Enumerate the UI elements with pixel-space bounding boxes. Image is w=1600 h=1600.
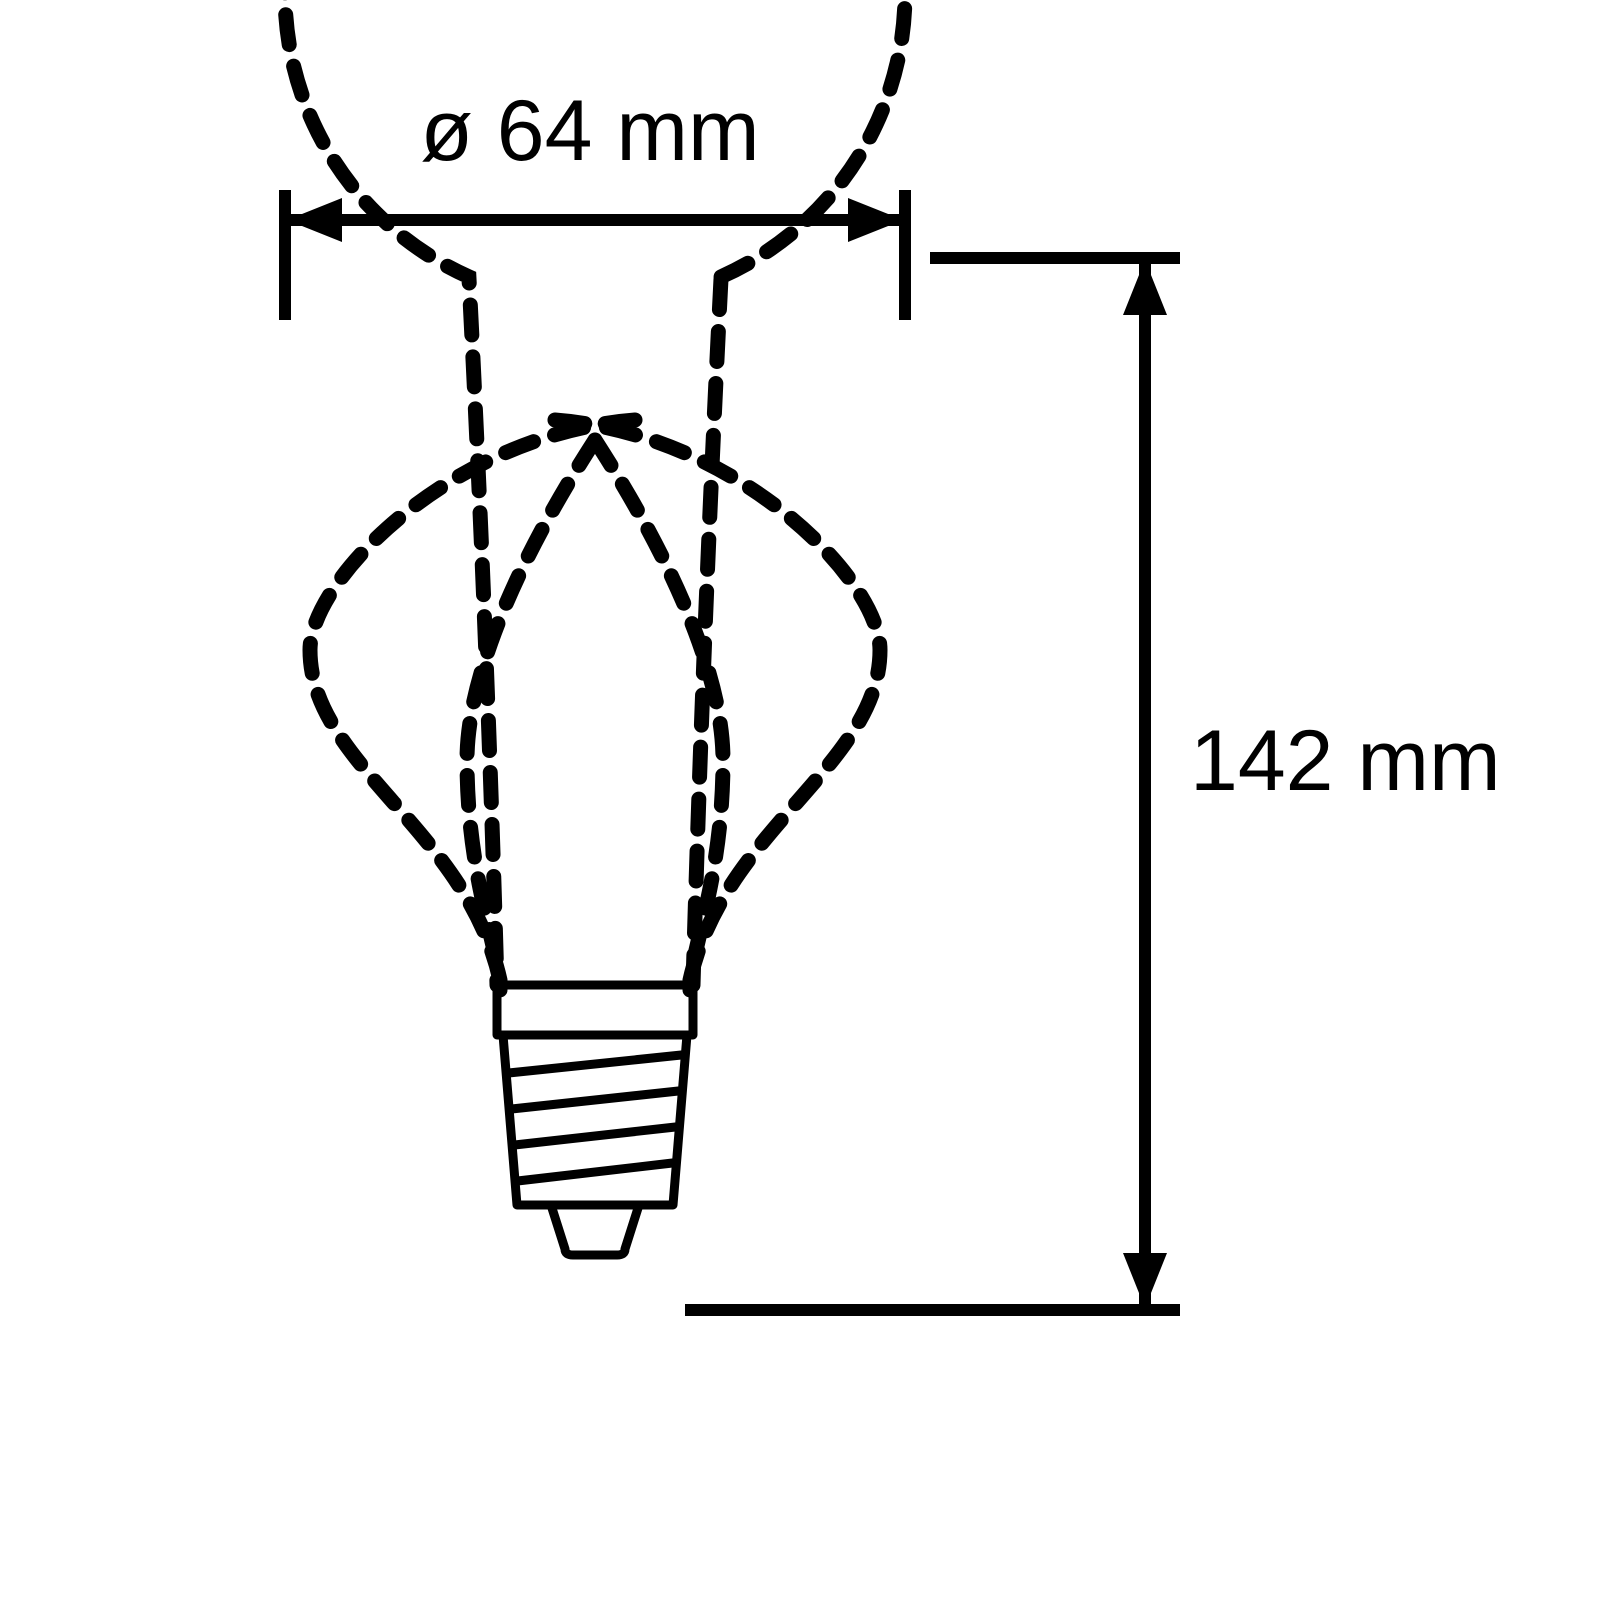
dim-height-label: 142 mm bbox=[1190, 713, 1501, 809]
dim-diameter-label: ø 64 mm bbox=[420, 83, 759, 179]
